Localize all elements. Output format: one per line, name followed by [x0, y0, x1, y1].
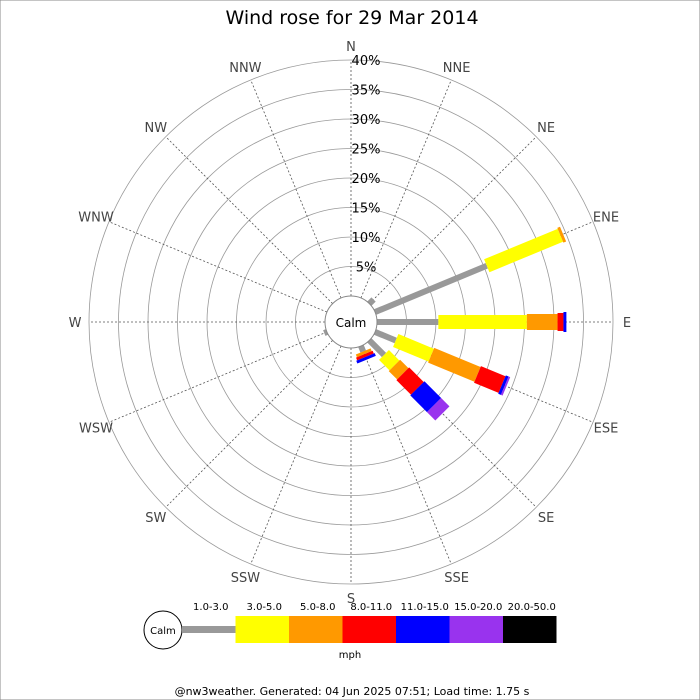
direction-label-se: SE [538, 511, 554, 526]
legend-swatch-8_0-11_0 [342, 616, 396, 643]
direction-labels: N NNE NE ENE E ESE SE SSE S SSW SW WSW W WNW NW NNW [69, 40, 632, 607]
legend-swatch-15_0-20_0 [449, 616, 503, 643]
legend-swatch-3_0-5_0 [235, 616, 289, 643]
grid-ring [88, 59, 614, 585]
bar-ese-11_0-15_0 [498, 375, 509, 395]
bar-sse-11_0-15_0 [356, 353, 376, 364]
bar-ne-1_0-3_0 [367, 297, 376, 306]
percent-tick-labels: 5% 10% 15% 20% 25% 30% 35% 40% [352, 54, 381, 276]
percent-label-1: 5% [356, 261, 377, 276]
bar-sse-5_0-8_0 [355, 348, 372, 358]
grid-spoke-sw [165, 340, 333, 508]
legend-unit: mph [339, 650, 361, 661]
grid-spoke-ne [369, 136, 537, 304]
direction-label-wnw: WNW [78, 210, 114, 225]
chart-title: Wind rose for 29 Mar 2014 [225, 7, 478, 29]
legend-label-3_0-5_0: 3.0-5.0 [247, 602, 282, 613]
legend-label-11_0-15_0: 11.0-15.0 [401, 602, 449, 613]
grid-spoke-nw [165, 136, 333, 304]
legend-label-20_0-50_0: 20.0-50.0 [508, 602, 556, 613]
direction-label-nnw: NNW [229, 61, 261, 76]
bar-ese-3_0-5_0 [393, 334, 434, 362]
legend-label-15_0-20_0: 15.0-20.0 [454, 602, 502, 613]
bar-se-1_0-3_0 [367, 338, 387, 358]
calm-label: Calm [336, 316, 367, 330]
legend-calm-label: Calm [150, 626, 176, 637]
legend-label-8_0-11_0: 8.0-11.0 [350, 602, 392, 613]
bar-se-11_0-15_0 [410, 381, 442, 413]
grid-spoke-wsw [108, 331, 328, 423]
bar-se-3_0-5_0 [379, 350, 400, 371]
legend-swatch-11_0-15_0 [396, 616, 450, 643]
direction-label-w: W [69, 316, 82, 331]
direction-label-ese: ESE [594, 422, 619, 437]
bar-ese-15_0-20_0 [500, 376, 511, 396]
bar-ene-3_0-5_0 [484, 228, 564, 273]
bar-sse-8_0-11_0 [356, 350, 374, 361]
bar-se-15_0-20_0 [426, 397, 450, 421]
percent-label-5: 25% [352, 143, 381, 158]
grid-spoke-se [369, 340, 537, 508]
calm-circle-group: Calm [324, 295, 378, 349]
legend-swatch-1_0-3_0 [182, 626, 236, 633]
direction-label-sse: SSE [444, 571, 469, 586]
bar-se-5_0-8_0 [388, 359, 409, 380]
direction-label-s: S [347, 592, 355, 607]
bar-ene-5_0-8_0 [557, 226, 567, 243]
grid-ring [118, 89, 584, 555]
direction-label-sw: SW [145, 511, 166, 526]
grid-spoke-sse [360, 345, 452, 565]
direction-label-ssw: SSW [231, 571, 261, 586]
percent-label-8: 40% [352, 54, 381, 69]
percent-label-7: 35% [352, 84, 381, 99]
bar-ese-5_0-8_0 [428, 347, 481, 382]
legend-swatch-5_0-8_0 [289, 616, 343, 643]
grid-spoke-wnw [108, 221, 328, 313]
direction-label-nw: NW [145, 121, 168, 136]
direction-label-ene: ENE [593, 210, 619, 225]
direction-label-n: N [346, 40, 356, 55]
percent-label-3: 15% [352, 202, 381, 217]
legend-swatch-20_0-50_0 [503, 616, 557, 643]
percent-label-2: 10% [352, 231, 381, 246]
direction-label-nne: NNE [443, 61, 471, 76]
grid-spoke-nnw [250, 79, 342, 299]
direction-label-e: E [623, 316, 631, 331]
bar-ene-1_0-3_0 [373, 262, 488, 315]
bar-ese-8_0-11_0 [474, 366, 506, 393]
direction-label-wsw: WSW [79, 422, 113, 437]
legend-label-1_0-3_0: 1.0-3.0 [193, 602, 228, 613]
bar-sse-1_0-3_0 [358, 344, 366, 353]
footer-text: @nw3weather. Generated: 04 Jun 2025 07:5… [175, 685, 530, 698]
direction-label-ne: NE [537, 121, 555, 136]
percent-label-4: 20% [352, 172, 381, 187]
calm-circle [324, 295, 378, 349]
bar-ese-1_0-3_0 [373, 329, 397, 344]
grid-spoke-ssw [250, 345, 342, 565]
grid-spoke-nne [360, 79, 452, 299]
speed-legend: Calm mph 1.0-3.0 3.0-5.0 5.0-8.0 8.0-11.0 11… [143, 602, 557, 661]
legend-label-5_0-8_0: 5.0-8.0 [300, 602, 335, 613]
wind-bars [323, 226, 567, 421]
bar-se-8_0-11_0 [396, 367, 424, 395]
percent-label-6: 30% [352, 113, 381, 128]
